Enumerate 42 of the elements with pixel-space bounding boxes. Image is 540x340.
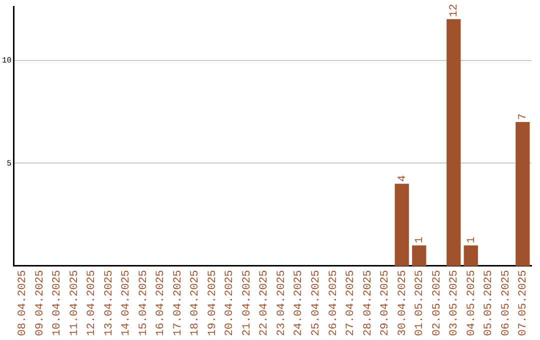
x-tick-label: 19.04.2025 <box>206 270 219 336</box>
bar <box>412 245 426 266</box>
y-tick-label: 10 <box>2 56 12 66</box>
x-tick-label: 07.05.2025 <box>518 270 530 336</box>
x-tick-label: 24.04.2025 <box>293 270 306 336</box>
x-tick-label: 06.05.2025 <box>500 270 512 336</box>
x-tick-label: 22.04.2025 <box>258 270 271 336</box>
x-tick-label: 21.04.2025 <box>241 270 254 336</box>
x-tick-label: 02.05.2025 <box>431 270 444 336</box>
x-tick-label: 10.04.2025 <box>52 270 64 336</box>
data-label: 12 <box>448 4 461 18</box>
x-tick-label: 29.04.2025 <box>380 270 392 336</box>
x-tick-label: 15.04.2025 <box>138 270 150 336</box>
x-tick-label: 13.04.2025 <box>103 270 116 336</box>
x-tick-label: 20.04.2025 <box>224 270 236 336</box>
x-tick-label: 28.04.2025 <box>362 270 374 336</box>
x-tick-label: 23.04.2025 <box>276 270 288 336</box>
bar <box>394 184 409 266</box>
x-tick-label: 09.04.2025 <box>34 270 46 336</box>
data-label: 1 <box>414 236 426 244</box>
x-tick-label: 16.04.2025 <box>155 270 168 336</box>
data-label: 7 <box>518 113 530 120</box>
x-tick-label: 01.05.2025 <box>414 270 426 336</box>
x-tick-label: 25.04.2025 <box>310 270 322 336</box>
x-tick-label: 11.04.2025 <box>68 270 81 336</box>
x-tick-label: 08.04.2025 <box>17 270 30 336</box>
bar <box>464 245 478 266</box>
x-tick-label: 03.05.2025 <box>448 270 461 336</box>
data-label: 4 <box>396 174 409 182</box>
x-tick-label: 05.05.2025 <box>483 270 496 336</box>
x-tick-label: 30.04.2025 <box>396 270 409 336</box>
x-tick-label: 04.05.2025 <box>466 270 478 336</box>
bar <box>446 19 461 266</box>
x-tick-label: 12.04.2025 <box>86 270 98 336</box>
x-tick-label: 26.04.2025 <box>328 270 340 336</box>
y-tick-label: 5 <box>6 159 12 168</box>
x-tick-label: 18.04.2025 <box>190 270 202 336</box>
x-tick-label: 17.04.2025 <box>172 270 184 336</box>
bar <box>516 122 530 266</box>
x-tick-label: 27.04.2025 <box>345 270 358 336</box>
data-label: 1 <box>466 236 478 244</box>
x-tick-label: 14.04.2025 <box>120 270 133 336</box>
